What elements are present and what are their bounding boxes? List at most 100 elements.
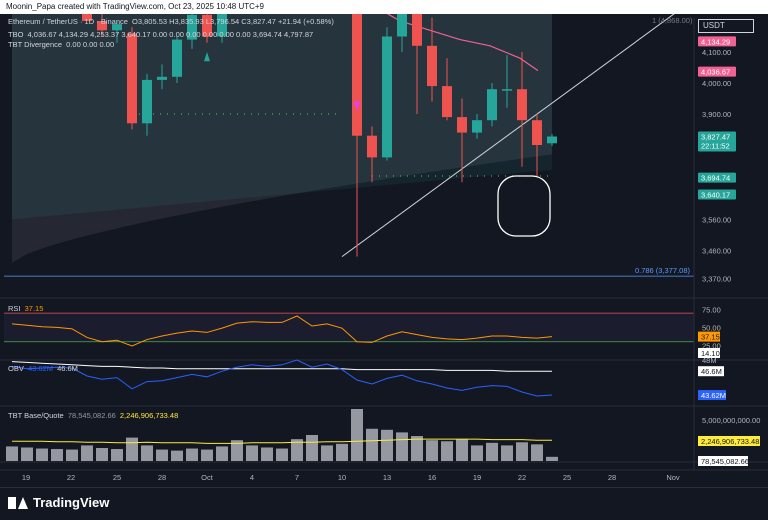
volume-bar: [306, 435, 318, 461]
time-axis-tick: 22: [518, 473, 526, 482]
rsi-value-badge: [698, 331, 720, 342]
volume-bar: [276, 448, 288, 461]
attribution-header: Moonin_Papa created with TradingView.com…: [0, 0, 768, 14]
volume-bar: [201, 449, 213, 461]
candle-body: [112, 24, 122, 31]
volume-bar: [531, 444, 543, 461]
candle-body: [547, 136, 557, 144]
rsi-extra-badge-text: 14.10: [701, 349, 720, 358]
time-axis-tick: 13: [383, 473, 391, 482]
candle-body: [352, 0, 362, 136]
symbol-legend[interactable]: Ethereum / TetherUS · 1D · Binance O3,80…: [8, 17, 334, 27]
volume-bar: [216, 446, 228, 461]
volume-bar: [246, 445, 258, 461]
candle-body: [412, 5, 422, 46]
candle-body: [487, 89, 497, 121]
candle-body: [157, 76, 167, 80]
volume-bar: [156, 449, 168, 461]
volume-bar: [186, 448, 198, 461]
volume-bar: [546, 456, 558, 461]
volume-bar: [21, 447, 33, 461]
volume-average-line: [12, 438, 552, 444]
volume-bar: [501, 445, 513, 461]
volume-bar: [6, 446, 18, 461]
candle-body: [187, 14, 197, 40]
obv-value: 43.62M: [27, 364, 53, 373]
candle-body: [172, 39, 182, 77]
obv-badge: [698, 390, 726, 401]
base-quote-name: TBT Base/Quote: [8, 411, 64, 420]
volume-bar: [141, 445, 153, 461]
time-axis-tick: Nov: [666, 473, 680, 482]
obv-legend[interactable]: OBV 43.62M 46.6M: [8, 364, 78, 374]
volume-bar: [321, 445, 333, 461]
volume-bar: [336, 443, 348, 461]
rsi-line: [11, 315, 553, 347]
scale-note: 1 (4,868.00): [652, 16, 693, 25]
candle-body: [367, 135, 377, 158]
base-quote-legend[interactable]: TBT Base/Quote 78,545,082.66 2,246,906,7…: [8, 411, 178, 421]
price-axis-tick: 4,000.00: [702, 79, 731, 88]
obv-ma-value: 46.6M: [57, 364, 78, 373]
price-axis-badge: [698, 172, 736, 183]
price-axis-badge: [698, 66, 736, 77]
time-axis-tick: 16: [428, 473, 436, 482]
highlight-circle: [497, 175, 551, 237]
currency-selector[interactable]: USDT: [698, 19, 754, 33]
rsi-axis-tick: 25.00: [702, 341, 721, 350]
candle-body: [427, 45, 437, 87]
footer-bar: [0, 487, 768, 520]
candle-body: [457, 117, 467, 133]
time-axis-tick: 28: [608, 473, 616, 482]
volume-bar: [51, 449, 63, 461]
tbo-legend[interactable]: TBO 4,036.67 4,134.29 4,253.37 3,640.17 …: [8, 30, 313, 40]
price-axis-tick: 3,460.00: [702, 246, 731, 255]
rsi-legend[interactable]: RSI 37.15: [8, 304, 43, 314]
tbo-values: 4,036.67 4,134.29 4,253.37 3,640.17 0.00…: [27, 30, 314, 39]
volume-bar: [261, 447, 273, 461]
tbt-divergence-legend[interactable]: TBT Divergence 0.00 0.00 0.00: [8, 40, 114, 50]
candle-body: [142, 79, 152, 124]
time-axis-tick: 28: [158, 473, 166, 482]
obv-ma-line: [11, 361, 552, 372]
volume-axis-tick: 5,000,000,000.00: [702, 416, 760, 425]
volume-bar: [66, 449, 78, 461]
volume-bar: [471, 445, 483, 461]
volume-bar: [396, 432, 408, 461]
price-axis-tick: 3,900.00: [702, 110, 731, 119]
rsi-band: [4, 313, 694, 342]
volume-bar: [516, 442, 528, 461]
volume-badge: [698, 456, 748, 466]
time-axis-tick: 19: [22, 473, 30, 482]
symbol-name: Ethereum / TetherUS · 1D · Binance: [8, 17, 128, 26]
rsi-value: 37.15: [24, 304, 44, 313]
time-axis-tick: 7: [295, 473, 299, 482]
tradingview-logo-icon: [8, 496, 28, 509]
base-quote-value2: 2,246,906,733.48: [119, 411, 179, 420]
volume-avg-badge-text: 2,246,906,733.48: [701, 437, 759, 446]
tbt-divergence-values: 0.00 0.00 0.00: [66, 40, 115, 49]
volume-bar: [111, 449, 123, 461]
volume-bar: [171, 450, 183, 461]
candle-body: [202, 14, 212, 37]
time-axis-tick: 4: [250, 473, 254, 482]
candle-body: [97, 21, 107, 31]
time-axis-tick: 19: [473, 473, 481, 482]
volume-bar: [486, 442, 498, 461]
price-axis-badge: [698, 36, 736, 47]
volume-bar: [441, 441, 453, 461]
fib-label: 0.786 (3,377.08): [635, 266, 691, 275]
tradingview-logo[interactable]: TradingView: [8, 495, 109, 510]
volume-bar: [81, 445, 93, 461]
volume-bar: [366, 428, 378, 461]
price-axis-badge: [698, 131, 736, 152]
price-axis-tick: 4,100.00: [702, 48, 731, 57]
time-axis-tick: 25: [563, 473, 571, 482]
volume-bar: [456, 439, 468, 461]
volume-bar: [96, 448, 108, 461]
price-axis-tick: 3,370.00: [702, 274, 731, 283]
tradingview-logo-text: TradingView: [33, 495, 110, 510]
price-axis-badge-text: 4,036.67: [701, 68, 730, 77]
